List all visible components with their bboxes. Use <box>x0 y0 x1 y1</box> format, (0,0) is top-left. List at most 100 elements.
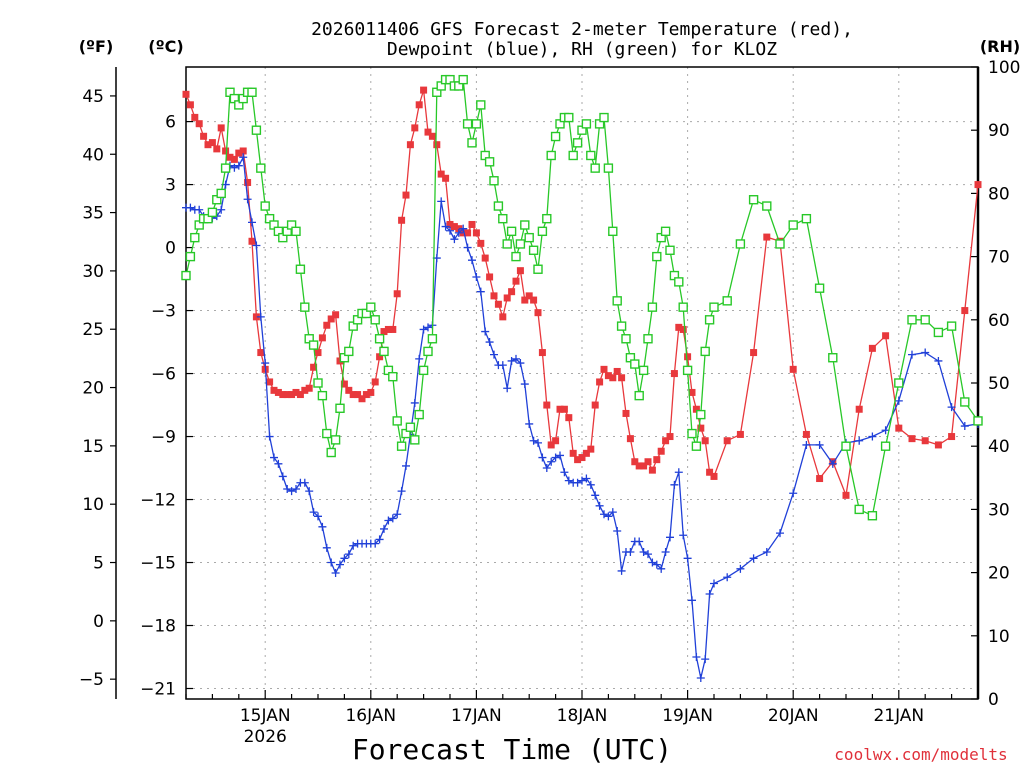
rh-tick-label: 30 <box>988 500 1010 520</box>
rh-point <box>920 315 930 325</box>
chart-title-line2: Dewpoint (blue), RH (green) for KLOZ <box>387 39 777 60</box>
temperature-point <box>270 386 278 394</box>
temperature-point <box>692 405 700 413</box>
temperature-point <box>582 449 590 457</box>
temperature-point <box>666 433 674 441</box>
dewpoint-point <box>252 241 261 250</box>
rh-point <box>854 504 864 515</box>
rh-point <box>586 150 596 161</box>
temperature-point <box>543 401 551 409</box>
fahrenheit-tick-label: 10 <box>82 495 104 515</box>
rh-point <box>291 226 301 237</box>
temperature-point <box>486 273 494 281</box>
dewpoint-point <box>512 354 520 363</box>
credit-text[interactable]: coolwx.com/modelts <box>834 745 1007 764</box>
rh-point <box>511 251 521 262</box>
temperature-point <box>855 405 863 413</box>
dewpoint-point <box>490 350 498 359</box>
dewpoint-point <box>534 438 542 447</box>
rh-point <box>608 226 618 237</box>
dewpoint-point <box>283 485 292 494</box>
temperature-point <box>327 315 335 323</box>
rh-point <box>722 296 732 306</box>
celsius-tick-label: −21 <box>140 680 176 700</box>
rh-point <box>643 334 653 344</box>
dewpoint-point <box>331 569 340 578</box>
dewpoint-point <box>657 564 666 573</box>
temperature-point <box>415 101 423 109</box>
celsius-tick-label: 3 <box>165 176 176 196</box>
rh-point <box>590 163 600 173</box>
temperature-point <box>402 191 410 199</box>
temperature-point <box>239 147 247 155</box>
temperature-point <box>204 141 212 149</box>
rh-point <box>423 346 433 357</box>
rh-point <box>682 365 693 376</box>
rh-point <box>181 270 191 281</box>
rh-point <box>960 397 970 407</box>
fahrenheit-tick-label: 20 <box>82 379 104 399</box>
dewpoint-point <box>278 472 287 481</box>
dewpoint-point <box>560 468 569 477</box>
dewpoint-point <box>454 228 463 237</box>
temperature-point <box>406 141 414 149</box>
dewpoint-point <box>274 459 283 468</box>
rh-point <box>696 409 706 420</box>
rh-point <box>704 315 715 325</box>
temperature-point <box>318 334 326 342</box>
rh-point <box>564 112 574 123</box>
rh-tick-label: 60 <box>988 311 1010 331</box>
dewpoint-point <box>648 558 657 567</box>
dewpoint-point <box>318 522 327 531</box>
dewpoint-point <box>776 529 784 538</box>
rh-point <box>867 511 878 521</box>
rh-point <box>247 87 257 97</box>
rh-point <box>418 365 429 376</box>
rh-point <box>828 353 838 363</box>
rh-point <box>506 226 517 237</box>
temperature-point <box>499 313 507 321</box>
dewpoint-point <box>635 537 644 546</box>
temperature-point <box>644 458 652 466</box>
rh-point <box>335 403 345 413</box>
dewpoint-point <box>652 560 661 569</box>
temperature-point <box>521 296 529 304</box>
temperature-point <box>618 374 626 382</box>
temperature-point <box>411 124 419 132</box>
temperature-point <box>235 149 243 157</box>
temperature-point <box>613 367 621 375</box>
rh-point <box>933 327 944 338</box>
temperature-point <box>948 433 956 441</box>
temperature-point <box>684 353 692 361</box>
fahrenheit-tick-label: −5 <box>79 670 104 690</box>
temperature-point <box>182 90 190 98</box>
rh-point <box>678 302 688 312</box>
dewpoint-point <box>476 287 485 296</box>
rh-point <box>498 213 508 224</box>
dewpoint-point <box>441 222 450 231</box>
dewpoint-point <box>243 195 252 204</box>
temperature-point <box>587 445 595 453</box>
dewpoint-point <box>344 550 353 559</box>
dewpoint-point <box>705 590 714 599</box>
rh-unit-label: (RH) <box>980 37 1020 56</box>
fahrenheit-tick-label: 0 <box>93 612 104 632</box>
rh-point <box>396 441 407 451</box>
rh-point <box>691 441 702 451</box>
dewpoint-point <box>666 533 674 542</box>
rh-point <box>427 334 438 344</box>
dewpoint-point <box>762 548 771 557</box>
temperature-point <box>481 254 489 262</box>
rh-tick-label: 90 <box>988 121 1010 141</box>
dewpoint-point <box>248 218 256 227</box>
rh-series <box>181 74 983 521</box>
temperature-point <box>895 424 903 432</box>
fahrenheit-axis: −5 0 5 10 15 20 25 30 35 40 45 <box>79 87 116 690</box>
temperature-point <box>389 325 397 333</box>
rh-point <box>550 131 561 142</box>
dewpoint-point <box>468 256 476 265</box>
dewpoint-point <box>336 560 344 569</box>
rh-point <box>317 390 328 401</box>
temperature-point <box>631 458 639 466</box>
